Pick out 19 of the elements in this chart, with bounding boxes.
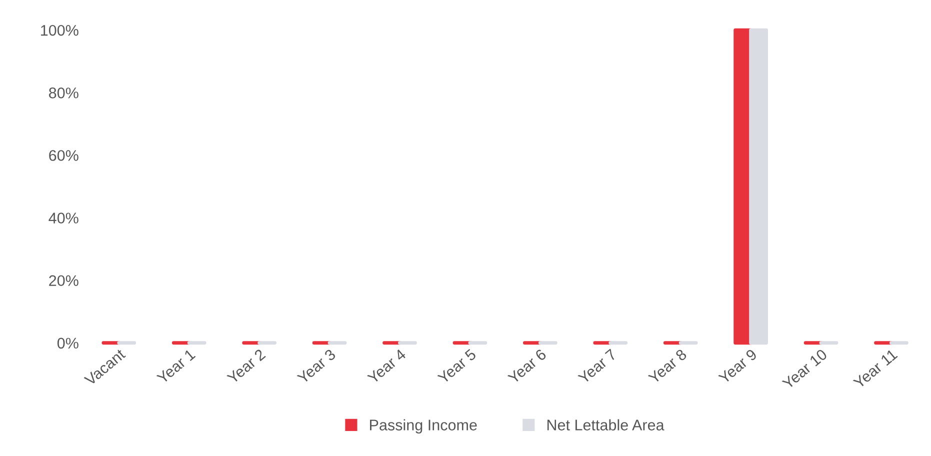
x-tick-label: Year 11 bbox=[852, 348, 898, 389]
x-tick-label: Year 9 bbox=[718, 348, 758, 384]
x-tick-label: Year 2 bbox=[226, 348, 266, 384]
x-tick-label: Year 1 bbox=[156, 348, 196, 384]
x-tick-label: Year 8 bbox=[648, 348, 688, 384]
x-tick-label: Year 6 bbox=[507, 348, 547, 384]
legend-label: Net Lettable Area bbox=[547, 419, 664, 430]
y-tick-label: 100% bbox=[41, 24, 78, 36]
y-tick-label: 20% bbox=[49, 275, 78, 286]
x-tick-label: Year 10 bbox=[782, 348, 828, 390]
x-tick-label: Year 7 bbox=[578, 348, 618, 384]
y-tick-label: 40% bbox=[48, 212, 78, 224]
y-tick-label: 60% bbox=[49, 150, 78, 161]
x-tick-label: Year 5 bbox=[437, 348, 477, 384]
x-tick-label: Year 3 bbox=[296, 348, 336, 384]
y-tick-label: 0% bbox=[57, 338, 78, 349]
legend-label: Passing Income bbox=[370, 419, 477, 434]
y-tick-label: 80% bbox=[49, 88, 78, 98]
x-tick-label: Year 4 bbox=[366, 348, 407, 384]
